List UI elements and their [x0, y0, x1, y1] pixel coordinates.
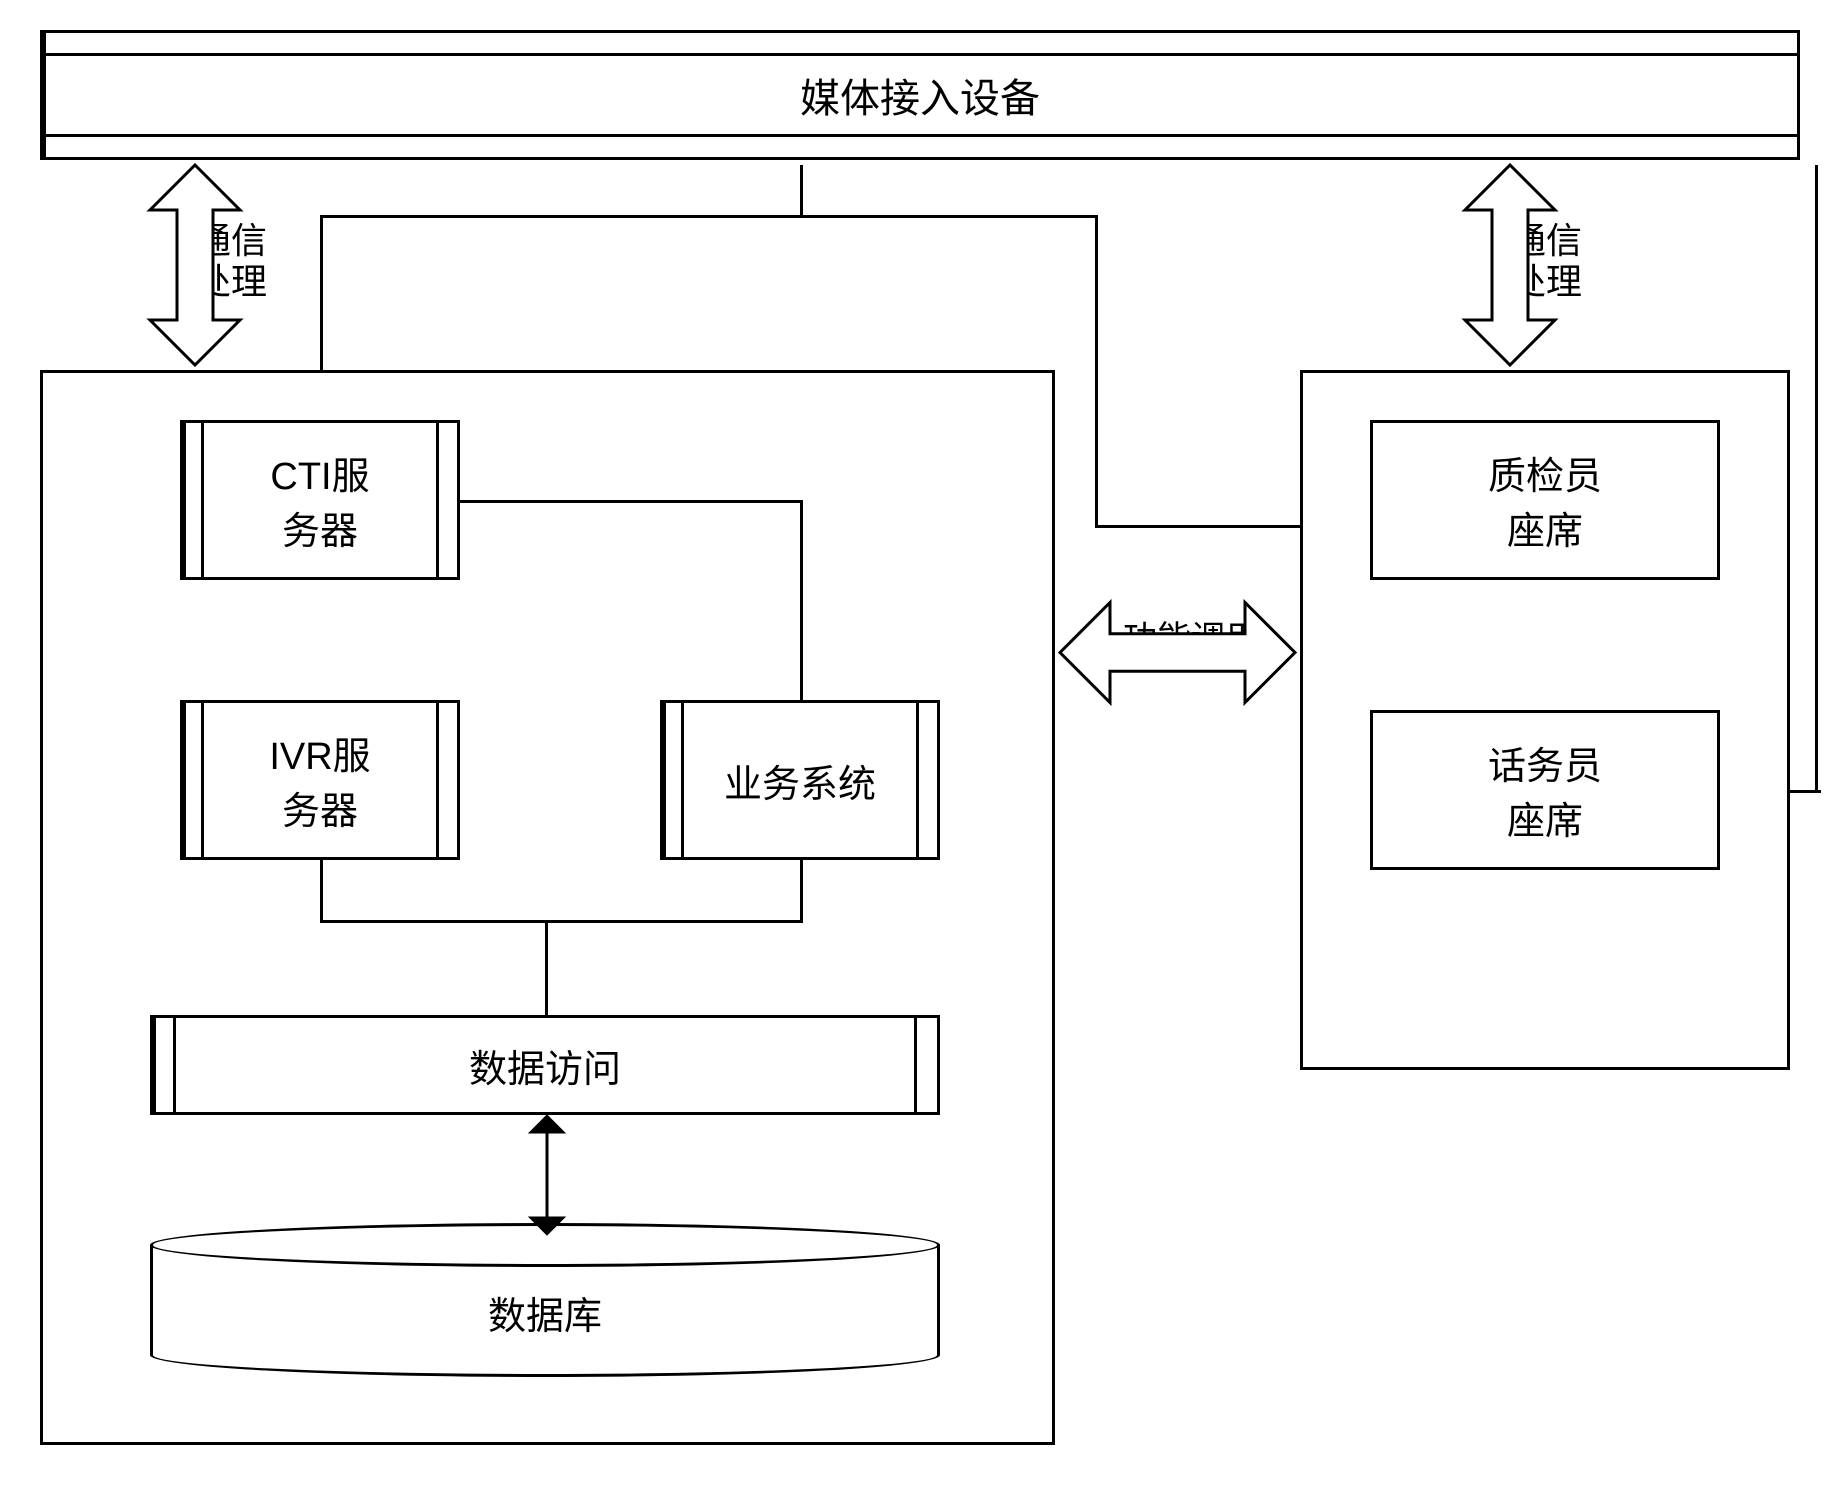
double-arrow-v [110, 165, 280, 365]
media_access-label: 媒体接入设备 [800, 66, 1040, 124]
edge [1095, 525, 1303, 528]
edge [320, 920, 803, 923]
edge [1095, 215, 1098, 528]
edge [800, 500, 803, 703]
edge [800, 860, 803, 923]
qc_seat-label: 质检员 座席 [1488, 445, 1602, 555]
data_access-label: 数据访问 [469, 1038, 621, 1093]
database: 数据库 [150, 1245, 940, 1355]
edge [1790, 790, 1821, 793]
double-arrow-v [1425, 165, 1595, 365]
cti_server-label: CTI服 务器 [270, 445, 369, 555]
edge [800, 165, 803, 218]
edge [320, 215, 323, 373]
operator_seat: 话务员 座席 [1370, 710, 1720, 870]
data_access: 数据访问 [150, 1015, 940, 1115]
edge [460, 500, 803, 503]
business_system: 业务系统 [660, 700, 940, 860]
edge [545, 920, 548, 1018]
media_access: 媒体接入设备 [40, 30, 1800, 160]
ivr_server-label: IVR服 务器 [269, 725, 370, 835]
double-arrow-solid [526, 1115, 568, 1235]
database-label: 数据库 [153, 1285, 937, 1340]
edge [800, 215, 1098, 218]
cti_server: CTI服 务器 [180, 420, 460, 580]
double-arrow-h [1060, 565, 1295, 740]
edge [320, 860, 323, 923]
qc_seat: 质检员 座席 [1370, 420, 1720, 580]
edge [320, 215, 803, 218]
edge [1815, 165, 1818, 793]
operator_seat-label: 话务员 座席 [1488, 735, 1602, 845]
ivr_server: IVR服 务器 [180, 700, 460, 860]
diagram-canvas: 媒体接入设备通信 处理通信 处理CTI服 务器IVR服 务器业务系统质检员 座席… [0, 0, 1832, 1492]
business_system-label: 业务系统 [724, 753, 876, 808]
